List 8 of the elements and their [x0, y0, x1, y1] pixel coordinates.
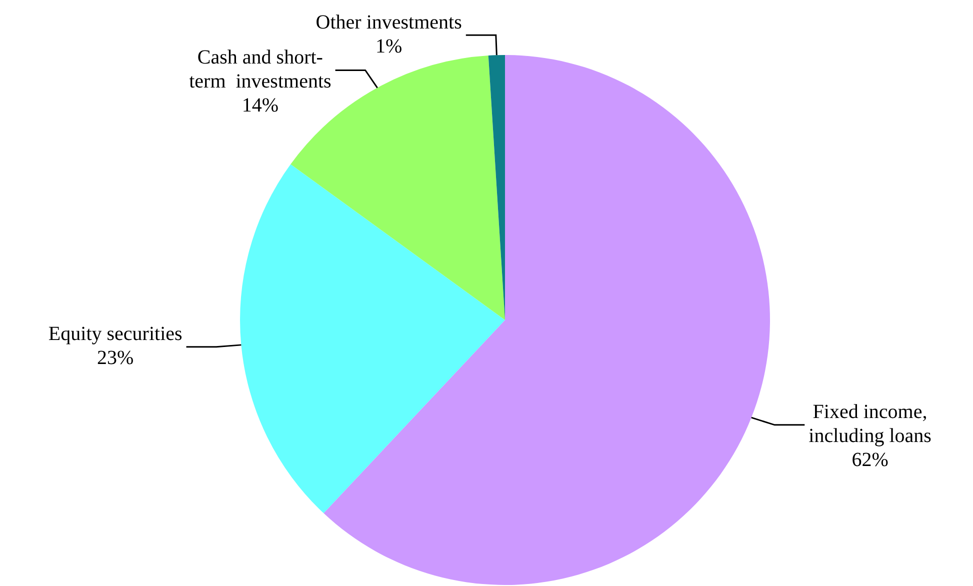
slice-label: Fixed income, including loans: [808, 401, 932, 448]
slice-label: Other investments: [316, 11, 462, 34]
data-label: 62%: [852, 449, 888, 472]
data-label: 14%: [242, 94, 279, 117]
slice-label: Cash and short- term investments: [189, 46, 332, 93]
slice-label: Equity securities: [48, 323, 183, 346]
data-label: 1%: [376, 35, 402, 58]
data-label: 23%: [97, 347, 134, 370]
